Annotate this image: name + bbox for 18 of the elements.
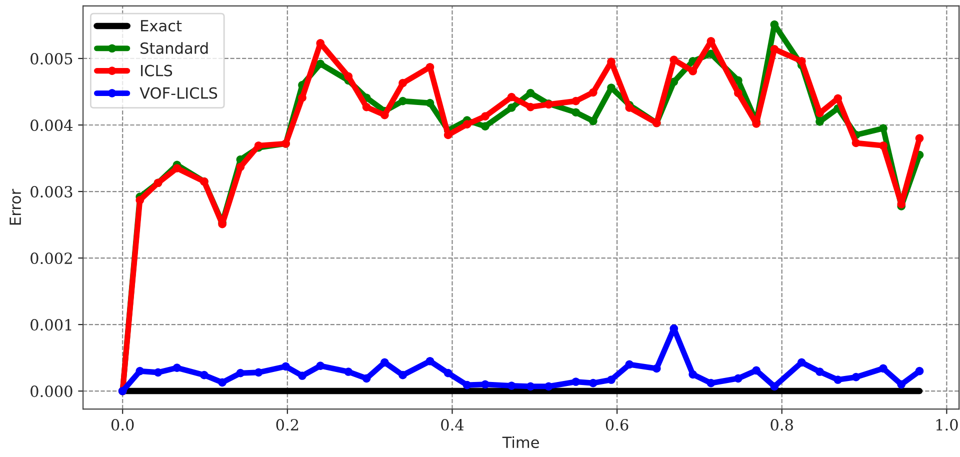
legend-label: VOF-LICLS [140,87,218,99]
x-axis-title: Time [502,436,539,448]
y-tick-label: 0.004 [30,119,73,132]
x-tick-label: 0.0 [111,419,134,431]
legend-label: Standard [140,42,208,54]
y-tick-label: 0.001 [30,319,72,331]
x-tick-label: 0.6 [606,419,628,431]
legend-label: Exact [141,20,182,32]
y-tick-label: 0.003 [30,186,72,198]
legend-label: ICLS [141,64,172,76]
x-tick-label: 0.2 [276,419,298,431]
y-tick-label: 0.000 [30,386,72,398]
y-tick-label: 0.005 [30,52,72,65]
y-tick-label: 0.002 [30,252,72,264]
x-tick-label: 0.8 [770,419,793,431]
x-tick-label: 0.4 [441,419,464,431]
y-axis-title: Error [10,188,22,225]
x-tick-label: 1.0 [936,419,958,431]
